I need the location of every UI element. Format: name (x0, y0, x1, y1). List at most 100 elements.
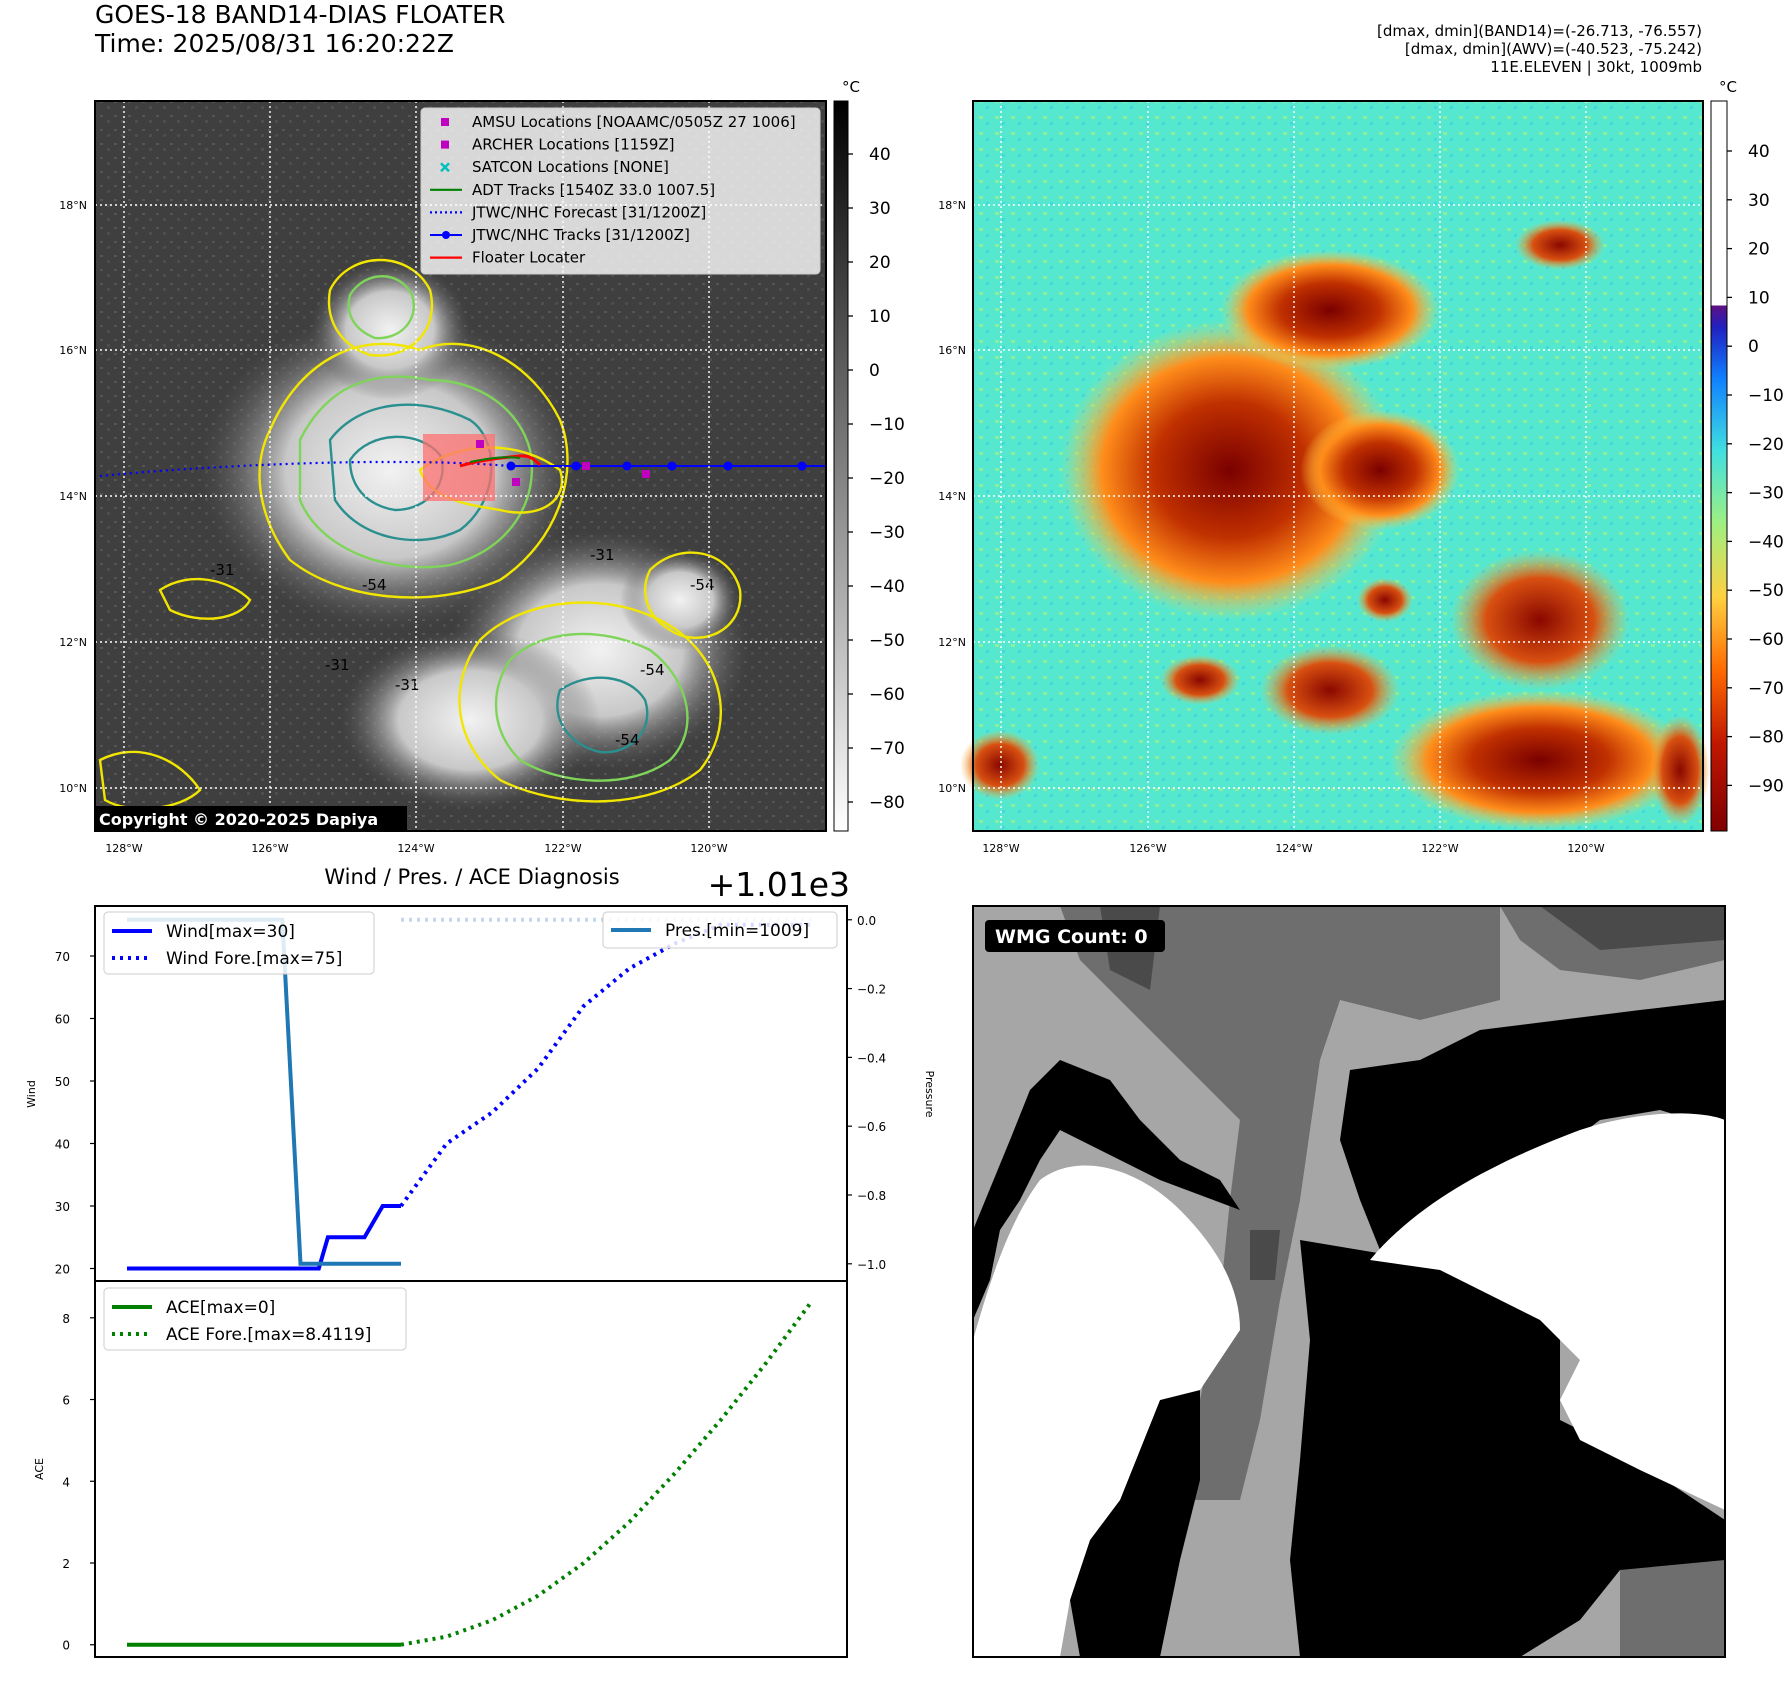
lon-tick: 122°W (544, 842, 581, 855)
colorbar-tick-label: −30 (1748, 484, 1784, 504)
pressure-tick-label: −0.2 (857, 983, 886, 997)
lat-tick: 10°N (938, 782, 966, 795)
wind-pressure-chart: Wind / Pres. / ACE Diagnosis +1.01e3 Win… (25, 865, 936, 1282)
wind-legend-label: Wind[max=30] (166, 922, 295, 942)
colorbar-tick-label: −10 (1748, 386, 1784, 406)
gray-map-frame (94, 100, 827, 832)
legend-label: ARCHER Locations [1159Z] (472, 136, 675, 154)
gray-colorbar-unit: °C (842, 78, 860, 96)
pressure-legend-label: Pres.[min=1009] (665, 921, 809, 941)
lon-tick: 122°W (1421, 842, 1458, 855)
lon-tick: 120°W (1567, 842, 1604, 855)
contour-label: -54 (640, 661, 665, 679)
lat-tick: 18°N (59, 199, 87, 212)
color-graticule (973, 101, 1703, 831)
lon-tick: 126°W (1129, 842, 1166, 855)
gray-colorbar: °C 40 30 20 10 0 −10 −20 −30 −40 −50 −60 −70 −80 (833, 78, 905, 832)
colorbar-tick-label: 0 (1748, 337, 1759, 357)
legend-marker (440, 162, 450, 173)
series-line-0 (127, 1204, 401, 1271)
dmax-awv: [dmax, dmin](AWV)=(-40.523, -75.242) (1404, 40, 1702, 58)
legend-label: SATCON Locations [NONE] (472, 158, 669, 176)
colorbar-tick-label: −60 (1748, 630, 1784, 650)
floater-box (423, 434, 495, 501)
contour-label: -31 (395, 676, 420, 694)
figure-title-block: GOES-18 BAND14-DIAS FLOATER Time: 2025/0… (95, 0, 505, 58)
dmax-band14: [dmax, dmin](BAND14)=(-26.713, -76.557) (1377, 22, 1702, 40)
ace-chart: ACE 0 2 4 6 8 ACE[max=0] ACE Fore.[max=8.4119… (33, 1280, 848, 1658)
ace-tick-label: 8 (62, 1312, 70, 1326)
wind-tick-label: 50 (55, 1075, 70, 1089)
legend-label: ADT Tracks [1540Z 33.0 1007.5] (472, 181, 715, 199)
ace-legend: ACE[max=0] ACE Fore.[max=8.4119] (103, 1287, 407, 1351)
lon-tick: 126°W (251, 842, 288, 855)
pressure-tick-label: −0.8 (857, 1189, 886, 1203)
contour-label: -31 (590, 546, 615, 564)
legend-label: JTWC/NHC Tracks [31/1200Z] (471, 226, 690, 244)
contour-label: -31 (210, 561, 235, 579)
contour-label: -54 (690, 576, 715, 594)
color-map-axis-labels: 128°W 126°W 124°W 122°W 120°W 18°N 16°N … (938, 199, 1605, 855)
chart-title: Wind / Pres. / ACE Diagnosis (324, 865, 619, 889)
colorbar-tick-label: −40 (869, 577, 905, 597)
colorbar-tick-label: −50 (1748, 581, 1784, 601)
ace-axis-label: ACE (33, 1458, 46, 1480)
colorbar-tick-label: 10 (1748, 288, 1770, 308)
ace-tick-label: 0 (62, 1639, 70, 1653)
pressure-offset-text: +1.01e3 (708, 865, 850, 904)
legend-label: JTWC/NHC Forecast [31/1200Z] (471, 203, 706, 221)
figure-title: GOES-18 BAND14-DIAS FLOATER (95, 0, 506, 29)
pressure-legend: Pres.[min=1009] (602, 911, 838, 949)
wmg-frame (972, 905, 1726, 1658)
colorbar-tick-label: 20 (1748, 240, 1770, 260)
colorbar-tick-label: 30 (869, 199, 891, 219)
colorbar-tick-label: 40 (869, 145, 891, 165)
copyright-box (95, 806, 407, 831)
contour-label: -54 (362, 576, 387, 594)
pressure-tick-label: −1.0 (857, 1258, 886, 1272)
contour-label: -31 (325, 656, 350, 674)
wind-tick-label: 40 (55, 1138, 70, 1152)
colorbar-tick-label: 10 (869, 307, 891, 327)
wmg-count-box (985, 920, 1165, 952)
adt-track-line (469, 456, 521, 463)
colorbar-tick-label: 40 (1748, 142, 1770, 162)
contour-label: -54 (615, 731, 640, 749)
colorbar-tick-label: −80 (869, 793, 905, 813)
storm-info: 11E.ELEVEN | 30kt, 1009mb (1490, 58, 1702, 76)
pressure-tick-label: −0.6 (857, 1120, 886, 1134)
lat-tick: 10°N (59, 782, 87, 795)
pressure-axis-label: Pressure (923, 1071, 936, 1118)
pressure-tick-label: −0.4 (857, 1051, 886, 1065)
best-track-points (506, 461, 807, 471)
colorbar-tick-label: 20 (869, 253, 891, 273)
lat-tick: 16°N (59, 344, 87, 357)
ace-tick-label: 2 (62, 1557, 70, 1571)
pressure-legend-box (602, 911, 838, 949)
lon-tick: 124°W (1275, 842, 1312, 855)
map-legend: AMSU Locations [NOAAMC/0505Z 27 1006] ARC… (420, 107, 821, 275)
lon-tick: 120°W (690, 842, 727, 855)
colorbar-tick-label: 30 (1748, 191, 1770, 211)
lat-tick: 14°N (59, 490, 87, 503)
legend-marker (441, 140, 449, 149)
legend-label: Floater Locater (472, 249, 586, 267)
legend-marker (441, 118, 449, 126)
lat-tick: 18°N (938, 199, 966, 212)
ace-series-line-1 (400, 1299, 814, 1647)
pressure-tick-label: 0.0 (857, 914, 876, 928)
colorbar-tick-label: −20 (869, 469, 905, 489)
colorbar-tick-label: −10 (869, 415, 905, 435)
wind-legend-label: Wind Fore.[max=75] (166, 949, 342, 969)
lon-tick: 128°W (982, 842, 1019, 855)
floater-locater-line (459, 454, 542, 468)
legend-label: AMSU Locations [NOAAMC/0505Z 27 1006] (472, 113, 796, 131)
contour-labels: -31 -54 -31 -54 -31 -31 -54 -54 (210, 546, 715, 749)
amsu-archer-markers (476, 440, 650, 486)
wmg-white-regions (973, 1113, 1725, 1657)
lon-tick: 124°W (397, 842, 434, 855)
wind-legend: Wind[max=30] Wind Fore.[max=75] (103, 911, 375, 975)
wind-legend-box (103, 911, 375, 975)
ace-legend-label: ACE Fore.[max=8.4119] (166, 1325, 371, 1345)
